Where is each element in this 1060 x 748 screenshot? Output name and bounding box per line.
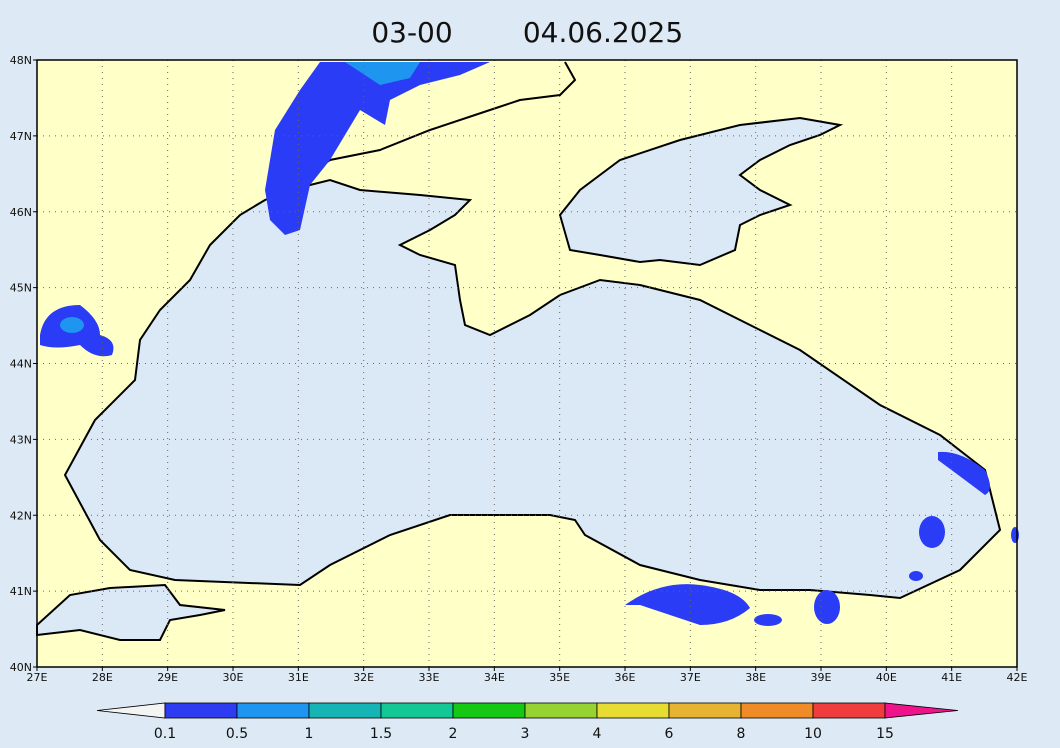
precip-area	[265, 62, 490, 235]
precipitation	[40, 62, 1019, 626]
lon-tick-label: 29E	[157, 671, 178, 684]
colorbar-label: 2	[449, 726, 458, 742]
lon-tick-label: 33E	[419, 671, 440, 684]
lat-tick-label: 45N	[10, 282, 32, 295]
precip-area	[909, 571, 923, 581]
precip-area	[754, 614, 782, 626]
lat-tick-label: 43N	[10, 433, 32, 446]
axes: 27E 28E 29E 30E 31E 32E 33E 34E 35E 36E 37E 38E 39E 4…	[10, 54, 1028, 684]
lat-tick-label: 44N	[10, 358, 32, 371]
precip-area	[938, 451, 990, 495]
lon-tick-label: 31E	[288, 671, 309, 684]
sea-of-marmara	[36, 583, 226, 641]
colorbar-segment	[668, 702, 742, 719]
colorbar-segment	[812, 702, 886, 719]
title-date: 04.06.2025	[523, 16, 683, 49]
colorbar-label: 15	[876, 726, 894, 742]
lon-tick-label: 39E	[811, 671, 832, 684]
sea-of-azov	[558, 116, 844, 267]
colorbar-label: 3	[521, 726, 530, 742]
lon-tick-label: 38E	[745, 671, 766, 684]
lon-tick-label: 34E	[484, 671, 505, 684]
precip-area	[60, 317, 84, 333]
colorbar-segment	[596, 702, 670, 719]
colorbar-segment	[236, 702, 310, 719]
precip-area	[345, 62, 420, 85]
precip-area	[814, 590, 840, 624]
river-coast	[269, 61, 577, 201]
lon-tick-label: 42E	[1007, 671, 1028, 684]
colorbar-segment	[164, 702, 238, 719]
map	[36, 59, 1019, 668]
colorbar-label: 0.5	[226, 726, 248, 742]
lat-tick-label: 40N	[10, 661, 32, 674]
lat-tick-label: 42N	[10, 509, 32, 522]
colorbar-label: 1.5	[370, 726, 392, 742]
lon-tick-label: 27E	[27, 671, 48, 684]
precip-area	[625, 584, 750, 625]
precip-area	[1011, 527, 1019, 543]
lat-tick-label: 47N	[10, 130, 32, 143]
lat-tick-label: 48N	[10, 54, 32, 67]
lon-tick-label: 30E	[223, 671, 244, 684]
colorbar-segment	[452, 702, 526, 719]
colorbar-segment	[308, 702, 382, 719]
lon-tick-label: 36E	[615, 671, 636, 684]
lat-tick-label: 41N	[10, 585, 32, 598]
lon-tick-label: 28E	[92, 671, 113, 684]
lon-tick-label: 32E	[353, 671, 374, 684]
colorbar-label: 4	[593, 726, 602, 742]
colorbar-label: 0.1	[154, 726, 176, 742]
colorbar-label: 10	[804, 726, 822, 742]
lon-tick-label: 40E	[876, 671, 897, 684]
colorbar-label: 8	[737, 726, 746, 742]
colorbar: 0.1 0.5 1 1.5 2 3 4 6 8 10 15	[96, 702, 959, 742]
lon-tick-label: 35E	[549, 671, 570, 684]
lon-tick-label: 37E	[680, 671, 701, 684]
black-sea	[63, 178, 1002, 600]
colorbar-arrow-high	[884, 702, 959, 719]
lat-tick-label: 46N	[10, 206, 32, 219]
title-time: 03-00	[371, 16, 452, 49]
colorbar-segment	[380, 702, 454, 719]
colorbar-label: 1	[305, 726, 314, 742]
colorbar-label: 6	[665, 726, 674, 742]
colorbar-segment	[740, 702, 814, 719]
lon-tick-label: 41E	[941, 671, 962, 684]
colorbar-segment	[524, 702, 598, 719]
colorbar-arrow-low	[96, 702, 166, 719]
precip-area	[919, 516, 945, 548]
grid	[37, 60, 1017, 667]
